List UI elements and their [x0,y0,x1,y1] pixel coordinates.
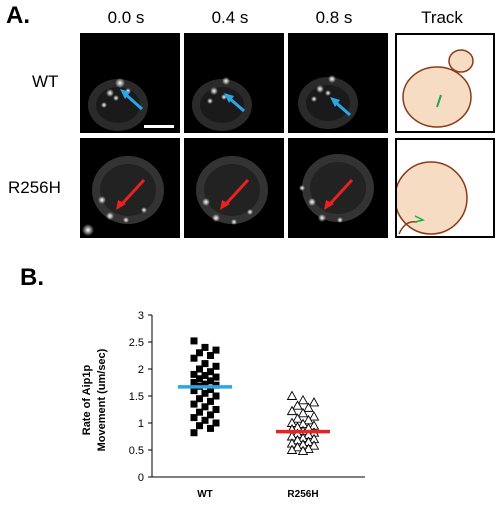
point-wt-8 [196,365,203,373]
point-wt-23 [196,395,203,403]
point-wt-13 [196,375,203,383]
point-wt-24 [207,397,214,405]
y-axis-label-line-1: Movement (um/sec) [96,348,108,451]
column-label-0s: 0.0 s [107,8,145,27]
scale-bar [144,125,174,128]
point-wt-29 [207,411,214,419]
point-wt-28 [196,408,203,416]
point-wt-27 [212,406,220,413]
x-tick-label-r256h: R256H [287,489,318,500]
point-wt-4 [207,352,214,359]
point-wt-30 [190,414,198,422]
point-r256h-2 [308,397,320,407]
track-box-wt [395,33,495,133]
point-r256h-1 [297,394,309,405]
y-tick-label-3: 1.5 [129,391,144,403]
column-label-0.8s: 0.8 s [315,8,353,27]
point-r256h-30 [286,444,298,454]
row-label-wt: WT [32,72,59,91]
point-wt-25 [190,400,198,408]
panel-a-label: A. [6,2,30,29]
y-tick-label-4: 2 [138,364,144,376]
track-path-r256h [414,215,426,223]
point-wt-0 [190,337,198,345]
panel-b-label: B. [20,264,44,291]
point-wt-15 [190,379,198,386]
point-r256h-4 [303,402,314,412]
point-r256h-27 [308,440,320,450]
point-r256h-31 [297,445,309,456]
y-tick-label-5: 2.5 [129,337,144,349]
point-wt-12 [212,373,220,381]
arrow-r256h-0s [118,178,146,208]
point-wt-19 [207,386,214,394]
point-wt-35 [190,429,198,437]
point-r256h-29 [303,443,314,453]
y-tick-label-2: 1 [138,418,144,430]
point-wt-31 [201,416,209,424]
point-wt-7 [212,362,220,370]
point-r256h-3 [292,400,303,410]
micrograph-wt-0.8s [288,33,388,133]
point-r256h-5 [286,405,298,416]
point-r256h-6 [297,407,309,418]
column-label-0.4s: 0.4 s [211,8,249,27]
x-tick-label-wt: WT [197,489,213,500]
y-axis-label-line-0: Rate of Aip1p [81,364,93,435]
y-tick-label-1: 0.5 [129,445,144,457]
point-r256h-28 [292,441,303,452]
point-r256h-0 [286,390,298,400]
row-label-r256h: R256H [8,178,61,197]
track-box-r256h [395,138,495,238]
y-tick-label-6: 3 [138,310,144,322]
point-wt-11 [201,371,209,379]
point-wt-9 [207,368,214,376]
point-wt-26 [201,403,209,411]
rate-scatter-chart: 0 0.5 1 1.5 2 2.5 3 Rate of Aip1p Movement (um/s… [81,310,365,500]
point-wt-22 [212,392,220,400]
point-wt-5 [190,354,198,362]
point-wt-21 [201,389,209,397]
point-wt-32 [212,419,220,427]
point-wt-2 [212,346,220,354]
point-wt-14 [207,377,214,385]
point-wt-16 [201,380,209,388]
point-wt-10 [190,370,198,378]
point-wt-1 [201,343,209,351]
point-wt-20 [190,387,198,395]
point-wt-3 [196,349,203,357]
y-tick-label-0: 0 [138,472,144,484]
point-wt-33 [196,422,203,430]
point-r256h-7 [308,411,320,421]
micrograph-r256h-0.4s [184,138,284,238]
micrograph-wt-0.4s [184,33,284,133]
micrograph-wt-0s [80,33,180,133]
column-label-track: Track [421,8,463,27]
track-path-wt [436,94,442,108]
micrograph-r256h-0s [80,138,180,238]
point-wt-6 [201,360,209,368]
micrograph-r256h-0.8s [288,138,388,238]
point-wt-34 [207,424,214,432]
